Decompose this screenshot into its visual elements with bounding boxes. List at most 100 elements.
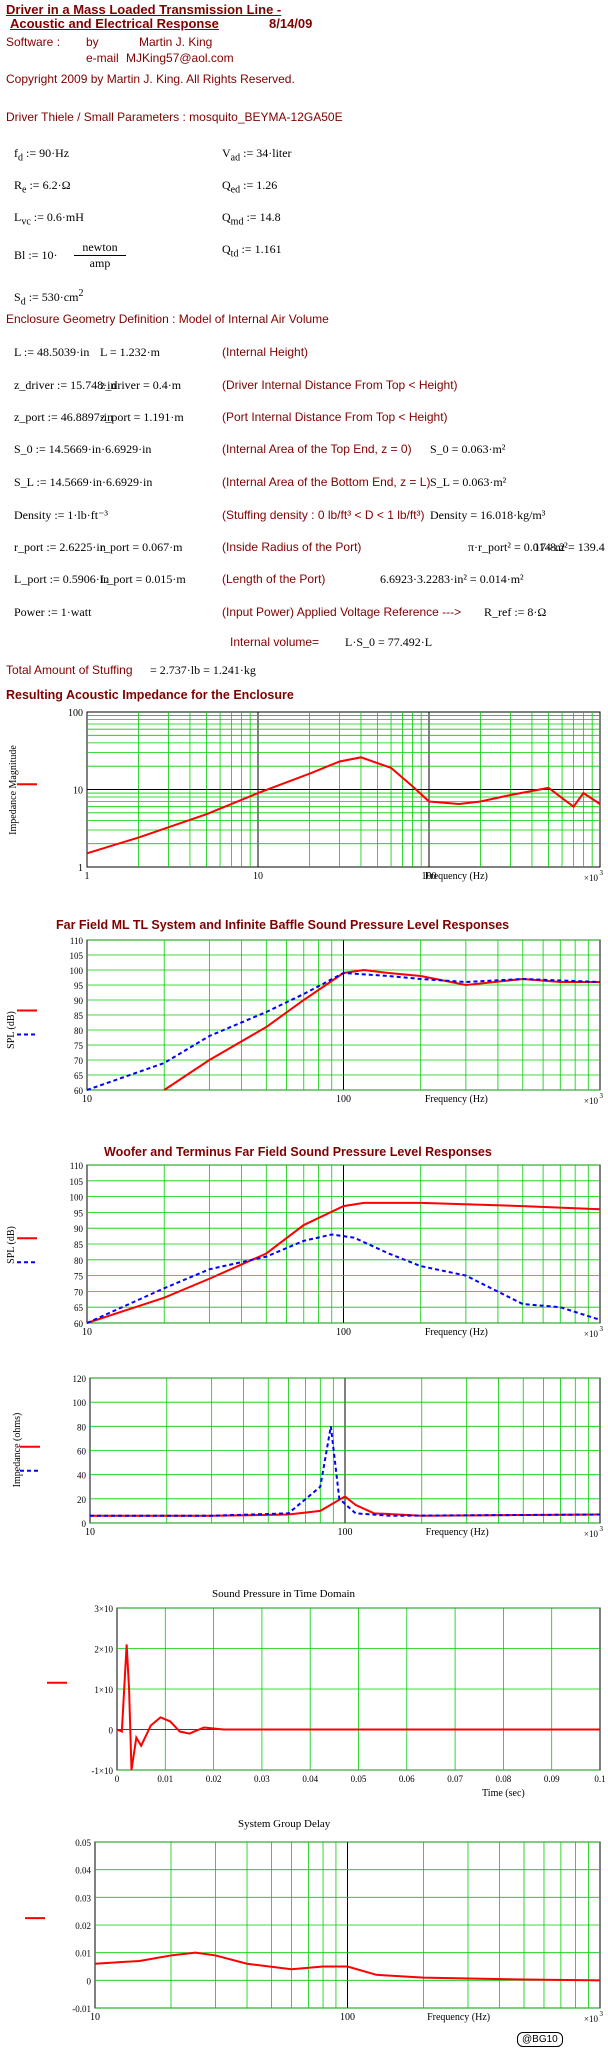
enclosure-eq: S_L := 14.5669·in·6.6929·in: [14, 475, 153, 489]
y-tick-label: 95: [74, 981, 84, 991]
x-tick-label: 1: [85, 871, 90, 882]
y-tick-label: 75: [74, 1041, 84, 1051]
software-label: Software :: [6, 35, 61, 49]
x-tick-label: 0: [115, 1774, 120, 1784]
enclosure-desc: (Driver Internal Distance From Top < Hei…: [222, 378, 458, 392]
x-tick-label: 0.06: [399, 1774, 415, 1784]
series-line: [86, 1233, 601, 1324]
driver-heading: Driver Thiele / Small Parameters : mosqu…: [6, 110, 343, 124]
enclosure-extra: 6.6923·3.2283·in² = 0.014·m²: [380, 572, 524, 586]
x-tick-label: 0.07: [447, 1774, 463, 1784]
series-line: [116, 1644, 600, 1771]
y-tick-label: -0.01: [72, 2004, 91, 2014]
y-tick-label: 100: [73, 1398, 87, 1408]
x-tick-label: 0.02: [206, 1774, 222, 1784]
enclosure-result: L = 1.232·m: [100, 345, 160, 359]
param-qtd: Qtd := 1.161: [222, 242, 282, 260]
x-tick-label: ×10: [584, 1529, 599, 1539]
enclosure-heading: Enclosure Geometry Definition : Model of…: [6, 312, 329, 326]
x-tick-label: 100: [336, 1094, 351, 1105]
doc-date: 8/14/09: [269, 16, 313, 31]
y-tick-label: 0.03: [75, 1893, 91, 1903]
y-tick-label: 110: [70, 936, 84, 946]
wt-chart-title: Woofer and Terminus Far Field Sound Pres…: [104, 1145, 492, 1159]
y-tick-label: 1: [78, 863, 83, 874]
y-tick-label: 65: [74, 1303, 84, 1313]
x-tick-label: 100: [340, 2012, 355, 2023]
y-tick-label: 100: [70, 966, 84, 976]
enclosure-eq: z_port := 46.8897·in: [14, 410, 114, 424]
x-tick-label: 10: [82, 1327, 92, 1338]
x-tick-label: 100: [336, 1327, 351, 1338]
x-tick-label: 10: [90, 2012, 100, 2023]
x-tick-label: 10: [85, 1527, 95, 1538]
y-tick-label: 60: [77, 1447, 87, 1457]
x-tick-label: 10: [253, 871, 263, 882]
y-tick-label: 80: [77, 1422, 87, 1432]
enclosure-result: L_port = 0.015·m: [100, 572, 186, 586]
enclosure-result: z_port = 1.191·m: [100, 410, 184, 424]
y-tick-label: 90: [74, 1224, 84, 1234]
enclosure-result: r_port = 0.067·m: [100, 540, 183, 554]
x-tick-label: 10: [82, 1094, 92, 1105]
x-tick-exp: 3: [600, 1525, 604, 1533]
x-tick-label: 0.03: [254, 1774, 270, 1784]
x-axis-label: Frequency (Hz): [425, 1327, 488, 1338]
x-tick-label: 0.08: [496, 1774, 512, 1784]
enclosure-desc: (Port Internal Distance From Top < Heigh…: [222, 410, 448, 424]
param-qed: Qed := 1.26: [222, 178, 278, 196]
y-tick-label: 65: [74, 1071, 84, 1081]
y-tick-label: 3×10: [94, 1604, 113, 1614]
x-axis-label: Frequency (Hz): [426, 1527, 489, 1538]
internal-volume-label: Internal volume=: [230, 635, 320, 649]
impedance-chart-title: Resulting Acoustic Impedance for the Enc…: [6, 688, 294, 702]
x-tick-exp: 3: [600, 1325, 604, 1333]
x-tick-label: 0.01: [157, 1774, 173, 1784]
delay-chart-title: System Group Delay: [238, 1818, 331, 1830]
param-re: Re := 6.2·Ω: [14, 178, 71, 196]
y-tick-label: 0.02: [75, 1921, 91, 1931]
y-tick-label: 85: [74, 1011, 84, 1021]
param-bl-fraction: newton amp: [74, 240, 126, 271]
y-tick-label: -1×10: [91, 1766, 113, 1776]
y-tick-label: 95: [74, 1208, 84, 1218]
y-tick-label: 110: [70, 1161, 84, 1171]
y-tick-label: 75: [74, 1272, 84, 1282]
x-tick-label: ×10: [584, 2014, 599, 2024]
stuffing-label: Total Amount of Stuffing: [6, 663, 133, 677]
y-tick-label: 1×10: [94, 1685, 113, 1695]
y-tick-label: 105: [70, 1177, 84, 1187]
email-label: e-mail: [86, 51, 119, 65]
y-tick-label: 0: [109, 1726, 114, 1736]
x-tick-label: 100: [422, 871, 437, 882]
x-tick-label: 100: [338, 1527, 353, 1538]
internal-volume-value: L·S_0 = 77.492·L: [345, 635, 433, 649]
series-line: [86, 971, 601, 1091]
y-tick-label: 105: [70, 951, 84, 961]
y-tick-label: 60: [74, 1319, 84, 1329]
y-tick-label: 90: [74, 996, 84, 1006]
series-line: [94, 1951, 601, 1982]
enclosure-extra: Density = 16.018·kg/m³: [430, 508, 546, 522]
enclosure-desc: (Length of the Port): [222, 572, 326, 586]
enclosure-desc: (Internal Height): [222, 345, 309, 359]
enclosure-eq: Density := 1·lb·ft⁻³: [14, 508, 109, 522]
x-tick-exp: 3: [600, 2010, 604, 2018]
series-line: [90, 1426, 601, 1517]
doc-title-line2: Acoustic and Electrical Response: [10, 16, 219, 31]
impedance-y-axis-label: Impedance Magnitude: [8, 745, 19, 835]
doc-title-line1: Driver in a Mass Loaded Transmission Lin…: [6, 2, 282, 17]
x-tick-exp: 3: [600, 1092, 604, 1100]
y-tick-label: 120: [73, 1374, 87, 1384]
email-value[interactable]: MJKing57@aol.com: [126, 51, 234, 65]
enclosure-eq: r_port := 2.6225·in: [14, 540, 106, 554]
x-tick-label: 0.09: [544, 1774, 560, 1784]
x-tick-label: ×10: [584, 1329, 599, 1339]
y-tick-label: 100: [70, 1193, 84, 1203]
series-line: [163, 968, 600, 1091]
stuffing-value: = 2.737·lb = 1.241·kg: [150, 663, 256, 677]
by-label: by: [86, 35, 99, 49]
enclosure-extra: S_0 = 0.063·m²: [430, 442, 506, 456]
y-tick-label: 10: [73, 786, 83, 797]
param-bl: Bl := 10·: [14, 248, 58, 262]
